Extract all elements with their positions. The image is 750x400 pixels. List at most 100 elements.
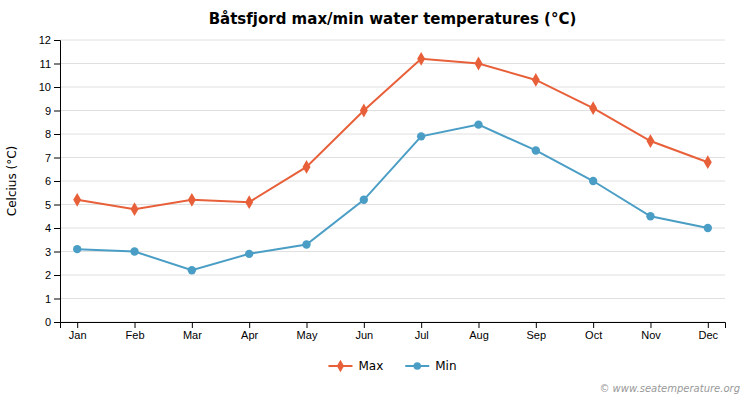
grid [60,40,725,322]
point [245,250,253,258]
tick-mark [478,322,479,328]
point [417,132,425,140]
tick: Sep [527,322,547,341]
tick-mark [249,322,250,328]
tick: May [297,322,318,341]
tick-label: Feb [126,329,145,341]
tick: Feb [126,322,145,341]
axis-line [61,323,726,329]
annotation: © www.seatemperature.org [599,383,740,394]
tick-mark [421,322,422,328]
tick-label: Sep [527,329,547,341]
tick: Jun [355,322,373,341]
tick-label: 8 [45,128,51,140]
tick: 11 [40,58,60,70]
tick: 3 [45,246,60,258]
tick: Apr [241,322,258,341]
tick-mark [708,322,709,328]
tick: Dec [699,322,719,341]
x-axis: Jan Feb Mar Apr May Jun Jul Aug Sep Oct Nov Dec [61,322,726,341]
point [188,266,196,274]
grid-line [60,157,725,158]
tick-mark [307,322,308,328]
tick-label: 2 [45,269,51,281]
tick-label: 6 [45,175,51,187]
point [73,245,81,253]
point [131,202,139,216]
grid-line [60,134,725,135]
y-axis: 0123456789101112 [39,34,61,328]
marks [73,52,712,275]
tick: 12 [39,34,60,46]
tick: 6 [45,175,60,187]
tick: 1 [45,293,60,305]
point [303,160,311,174]
grid-line [60,110,725,111]
tick-label: 12 [39,34,51,46]
grid-line [60,181,725,182]
grid-line [60,298,725,299]
tick-mark [593,322,594,328]
axis-title: Celcius (°C) [5,146,19,216]
point [474,120,482,128]
point [532,146,540,154]
legend-item: Max [328,359,383,373]
tick: Nov [641,322,661,341]
tick-label: Aug [469,329,489,341]
legend: Max Min [328,359,456,373]
tick-label: 5 [45,199,51,211]
tick-mark [54,205,60,206]
grid-line [60,87,725,88]
tick-label: Apr [241,329,258,341]
point [417,52,425,66]
point [73,193,81,207]
tick: Jul [415,322,429,341]
tick-label: 10 [39,81,51,93]
legend-marker [413,362,421,370]
point [589,177,597,185]
point [532,73,540,87]
legend-item: Min [405,359,456,373]
tick-label: Nov [641,329,661,341]
point [475,57,483,71]
tick-mark [77,322,78,328]
grid-line [60,228,725,229]
tick-label: Mar [183,329,202,341]
tick: 10 [39,81,60,93]
tick-mark [54,181,60,182]
tick-label: Dec [699,329,719,341]
tick-label: May [297,329,318,341]
legend-label: Max [358,359,383,373]
tick-label: Jun [355,329,373,341]
tick-label: Jan [69,329,87,341]
tick: 7 [45,152,60,164]
tick-mark [192,322,193,328]
tick-mark [54,228,60,229]
point [360,196,368,204]
legend-marker [337,360,344,372]
tick: 5 [45,199,60,211]
point [704,224,712,232]
tick-mark [54,275,60,276]
point [646,134,654,148]
grid-line [60,40,725,41]
tick-label: 3 [45,246,51,258]
tick-mark [54,158,60,159]
tick-label: 0 [45,316,51,328]
series-points [73,52,712,216]
plot: 0123456789101112JanFebMarAprMayJunJulAug… [39,34,726,341]
point [302,240,310,248]
tick: 4 [45,222,60,234]
tick-label: Oct [585,329,602,341]
tick-mark [54,87,60,88]
series-line [77,59,708,209]
legend-label: Min [435,359,456,373]
tick: Jan [69,322,87,341]
tick: 0 [45,316,60,328]
axis-line [54,41,61,323]
title: Båtsfjord max/min water temperatures (°C… [209,10,577,28]
tick: Oct [585,322,602,341]
tick-mark [54,111,60,112]
tick: 8 [45,128,60,140]
tick: Mar [183,322,202,341]
